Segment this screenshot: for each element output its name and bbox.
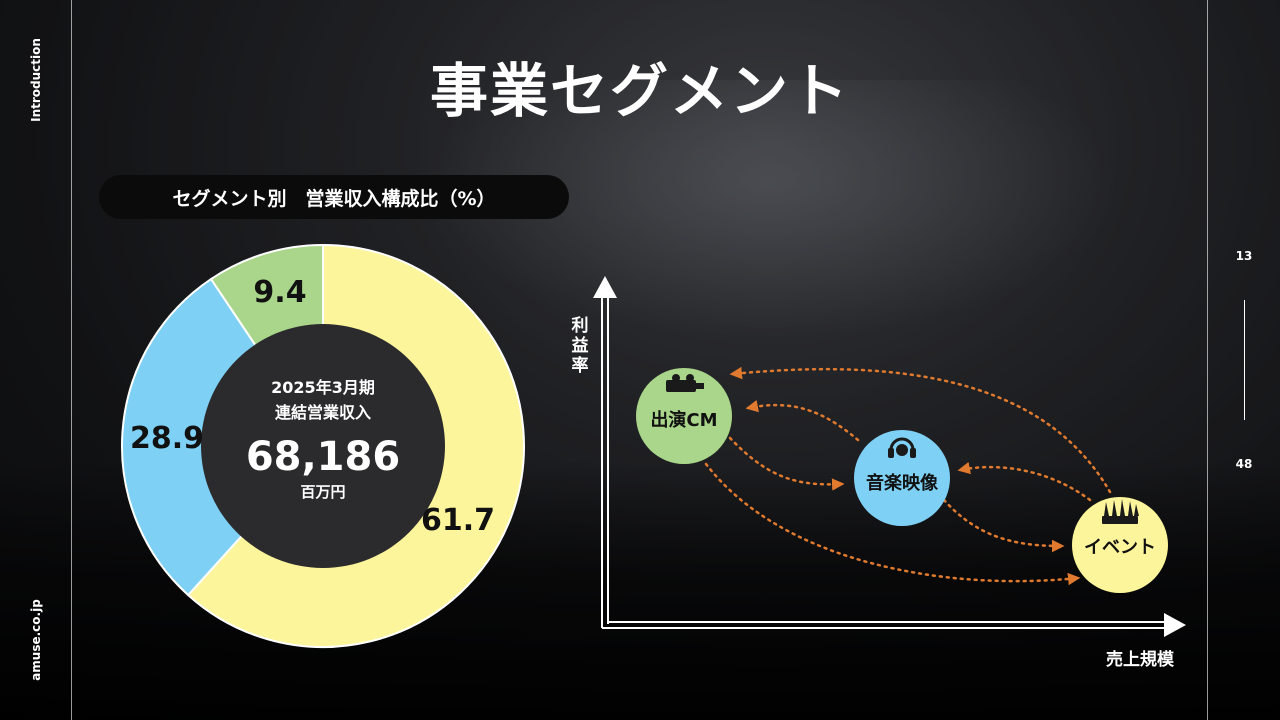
headphones-icon bbox=[888, 437, 916, 458]
node-music-video: 音楽映像 bbox=[854, 430, 950, 526]
arrow-cm-to-event bbox=[704, 462, 1081, 586]
arrow-event-to-cm bbox=[729, 366, 1112, 494]
center-revenue-unit: 百万円 bbox=[300, 483, 345, 501]
arrow-music-to-cm bbox=[745, 399, 860, 442]
node-label-music-video: 音楽映像 bbox=[866, 472, 939, 494]
arrow-cm-to-music bbox=[728, 436, 845, 491]
sales-axis-label: 売上規模 bbox=[1106, 649, 1175, 670]
sales-axis bbox=[602, 613, 1186, 637]
donut-slice-label-3: 9.4 bbox=[253, 275, 306, 310]
profit-axis-label: 利益率 bbox=[572, 315, 589, 376]
page-number-divider bbox=[1244, 300, 1245, 420]
camera-crew-icon bbox=[666, 374, 704, 392]
relationship-arrows bbox=[704, 366, 1112, 586]
crowd-icon bbox=[1102, 499, 1139, 524]
node-event: イベント bbox=[1072, 497, 1168, 593]
arrow-event-to-music bbox=[957, 461, 1092, 502]
donut-hole bbox=[201, 324, 445, 568]
current-page-number: 13 bbox=[1235, 249, 1253, 263]
left-frame-line bbox=[71, 0, 72, 720]
total-page-number: 48 bbox=[1235, 457, 1253, 471]
donut-slice-labels: 61.7 28.9 9.4 bbox=[130, 275, 495, 538]
profit-axis bbox=[593, 276, 617, 628]
center-period: 2025年3月期 bbox=[271, 378, 375, 397]
center-caption: 連結営業収入 bbox=[275, 403, 371, 422]
page-title: 事業セグメント bbox=[429, 57, 850, 125]
profit-axis-label-char: 益 bbox=[572, 335, 589, 356]
node-label-event: イベント bbox=[1084, 537, 1156, 558]
donut-slice-label-2: 28.9 bbox=[130, 421, 204, 456]
center-revenue-value: 68,186 bbox=[246, 434, 400, 480]
right-frame-line bbox=[1207, 0, 1208, 720]
profit-axis-label-char: 率 bbox=[572, 355, 589, 376]
profit-axis-label-char: 利 bbox=[572, 315, 589, 336]
node-performance-cm: 出演CM bbox=[636, 368, 732, 464]
donut-slice-label-1: 61.7 bbox=[421, 503, 495, 538]
donut-chart-heading: セグメント別 営業収入構成比（%） bbox=[99, 175, 569, 219]
arrow-music-to-event bbox=[942, 498, 1065, 553]
node-label-performance-cm: 出演CM bbox=[650, 409, 717, 431]
